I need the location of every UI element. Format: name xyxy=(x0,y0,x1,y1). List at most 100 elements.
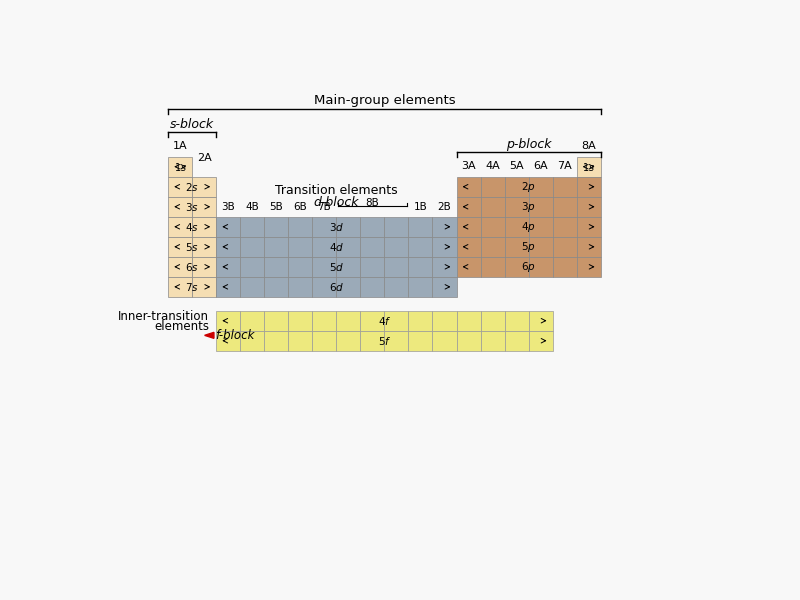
Bar xyxy=(192,277,216,297)
Bar xyxy=(336,331,360,351)
Bar xyxy=(553,257,577,277)
Text: 6A: 6A xyxy=(534,161,548,170)
Bar xyxy=(264,277,288,297)
Bar xyxy=(192,237,216,257)
Bar xyxy=(168,197,192,217)
Bar xyxy=(409,217,433,237)
Bar xyxy=(409,277,433,297)
Bar xyxy=(433,237,457,257)
Bar xyxy=(361,311,385,331)
Bar xyxy=(264,311,288,331)
Bar xyxy=(336,311,360,331)
Bar xyxy=(312,311,336,331)
Text: $4d$: $4d$ xyxy=(329,241,344,253)
Bar xyxy=(385,311,409,331)
Bar xyxy=(433,277,457,297)
Bar xyxy=(433,217,457,237)
Bar xyxy=(216,311,240,331)
Bar xyxy=(264,237,288,257)
Bar xyxy=(409,311,433,331)
Bar xyxy=(481,217,505,237)
Bar xyxy=(553,237,577,257)
Bar xyxy=(529,331,553,351)
Bar xyxy=(312,331,336,351)
Bar xyxy=(361,237,385,257)
Bar xyxy=(216,331,240,351)
Bar xyxy=(192,177,216,197)
Bar xyxy=(481,257,505,277)
Bar xyxy=(457,217,481,237)
Text: $6p$: $6p$ xyxy=(522,260,536,274)
Bar xyxy=(457,197,481,217)
Text: 7A: 7A xyxy=(558,161,572,170)
Bar xyxy=(505,257,529,277)
Bar xyxy=(168,257,192,277)
Bar xyxy=(529,311,553,331)
Bar xyxy=(409,257,433,277)
Bar xyxy=(529,177,553,197)
Bar xyxy=(240,237,264,257)
Bar xyxy=(481,237,505,257)
Bar xyxy=(529,197,553,217)
Text: $2p$: $2p$ xyxy=(522,180,536,194)
Text: 2A: 2A xyxy=(197,153,212,163)
Bar xyxy=(312,277,336,297)
Text: $3p$: $3p$ xyxy=(522,200,536,214)
Bar xyxy=(409,237,433,257)
Text: 5A: 5A xyxy=(510,161,524,170)
Bar xyxy=(553,197,577,217)
Text: 1A: 1A xyxy=(173,140,187,151)
Bar xyxy=(216,237,240,257)
Bar xyxy=(385,257,409,277)
Bar xyxy=(457,311,481,331)
Text: 8A: 8A xyxy=(582,140,596,151)
Bar xyxy=(577,177,601,197)
Bar xyxy=(240,311,264,331)
Bar xyxy=(240,277,264,297)
Bar xyxy=(577,257,601,277)
Bar xyxy=(553,177,577,197)
Bar xyxy=(361,257,385,277)
Text: 3B: 3B xyxy=(222,202,235,212)
Text: $3d$: $3d$ xyxy=(329,221,344,233)
Text: p-block: p-block xyxy=(506,137,551,151)
Bar xyxy=(505,331,529,351)
Text: 5B: 5B xyxy=(270,202,283,212)
Bar xyxy=(529,217,553,237)
Bar xyxy=(288,237,312,257)
Text: $1s$: $1s$ xyxy=(174,161,186,173)
Text: $5s$: $5s$ xyxy=(186,241,199,253)
Bar xyxy=(288,331,312,351)
Bar xyxy=(361,331,385,351)
Bar xyxy=(577,237,601,257)
Bar xyxy=(312,257,336,277)
Text: Inner-transition: Inner-transition xyxy=(118,310,210,323)
Text: elements: elements xyxy=(154,320,210,332)
Bar xyxy=(240,257,264,277)
Bar xyxy=(385,277,409,297)
Bar xyxy=(288,217,312,237)
Bar xyxy=(312,217,336,237)
Bar xyxy=(577,217,601,237)
Bar xyxy=(168,177,192,197)
Bar xyxy=(385,331,409,351)
Text: $2s$: $2s$ xyxy=(186,181,199,193)
Bar xyxy=(577,197,601,217)
Text: 8B: 8B xyxy=(366,198,379,208)
Bar xyxy=(361,217,385,237)
Text: $4s$: $4s$ xyxy=(186,221,199,233)
Bar xyxy=(505,311,529,331)
Bar xyxy=(240,217,264,237)
Bar xyxy=(216,277,240,297)
Bar xyxy=(481,177,505,197)
Text: Main-group elements: Main-group elements xyxy=(314,94,455,107)
Text: $6s$: $6s$ xyxy=(186,261,199,273)
Bar xyxy=(577,157,601,177)
Bar xyxy=(288,257,312,277)
Bar xyxy=(216,217,240,237)
Polygon shape xyxy=(205,332,214,338)
Bar xyxy=(385,217,409,237)
Bar xyxy=(168,157,192,177)
Text: f-block: f-block xyxy=(215,329,255,342)
Text: s-block: s-block xyxy=(170,118,214,131)
